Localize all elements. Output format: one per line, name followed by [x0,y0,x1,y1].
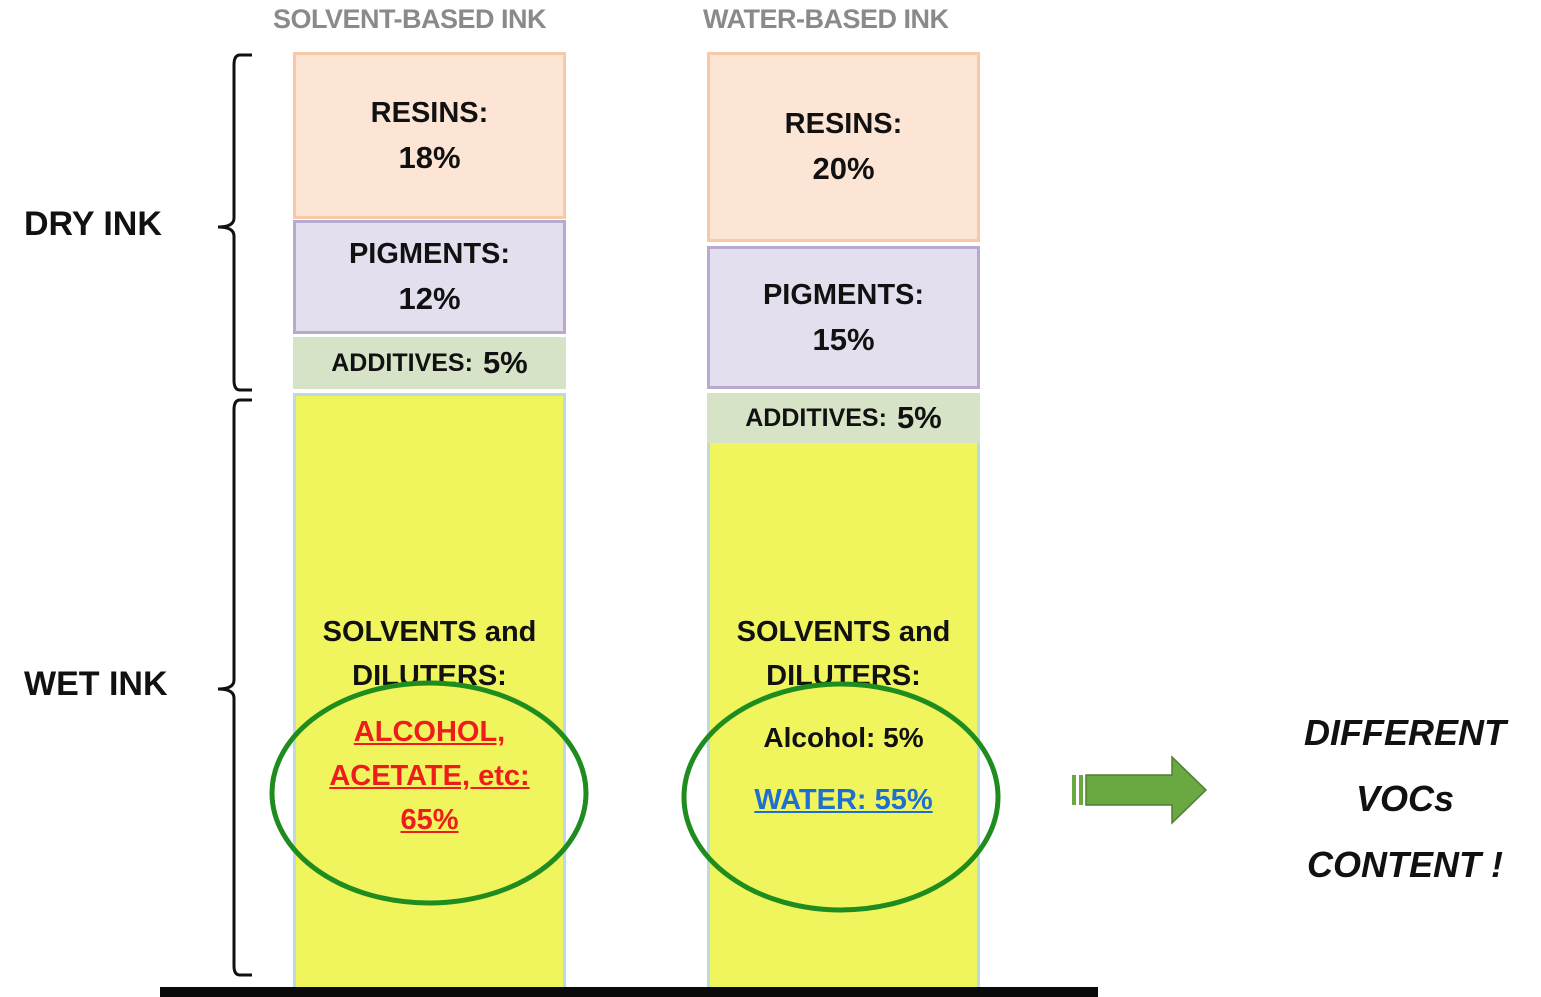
water-additives-block: ADDITIVES: 5% [707,393,980,443]
conclusion-line-3: CONTENT ! [1307,844,1503,885]
solvent-wet-label-1: SOLVENTS and [322,616,537,648]
solvent-column-title: SOLVENT-BASED INK [273,4,547,34]
solvent-pigments-block: PIGMENTS: 12% [293,220,566,334]
bracket-lines [217,53,252,977]
solvent-pigments-label: PIGMENTS: [348,238,511,270]
wet-ink-label: WET INK [24,665,168,703]
water-resins-label: RESINS: [784,108,903,140]
water-percent-text: WATER: 55% [754,784,933,816]
water-alcohol-text: Alcohol: 5% [763,722,924,753]
dry-ink-label: DRY INK [24,205,162,243]
water-highlight-circle [681,681,1001,913]
water-pigments-value: 15% [812,321,875,357]
wet-ink-brace [217,398,252,977]
solvent-highlight-circle [269,680,589,906]
right-arrow-icon [1072,755,1208,825]
solvent-resins-block: RESINS: 18% [293,52,566,219]
solvent-acetate-text: ACETATE, etc: [329,760,530,792]
water-resins-block: RESINS: 20% [707,52,980,242]
solvent-resins-label: RESINS: [370,96,489,129]
water-wet-label-2: DILUTERS: [766,660,921,692]
water-wet-block: SOLVENTS and DILUTERS: Alcohol: 5% WATER… [707,443,980,987]
water-resins-value: 20% [812,151,875,186]
conclusion-text: DIFFERENT VOCs CONTENT ! [1255,700,1541,898]
solvent-additives-label: ADDITIVES: [331,348,473,377]
water-wet-label-1: SOLVENTS and [736,616,951,648]
solvent-pigments-value: 12% [398,281,461,316]
water-additives-label: ADDITIVES: [745,403,887,432]
solvent-percent-text: 65% [400,804,459,836]
dry-ink-brace [217,53,252,392]
solvent-alcohol-text: ALCOHOL, [353,716,506,748]
conclusion-line-1: DIFFERENT [1304,712,1506,753]
water-pigments-label: PIGMENTS: [762,278,925,311]
conclusion-line-2: VOCs [1355,778,1455,819]
water-column-title: WATER-BASED INK [703,4,949,34]
baseline-bar [160,987,1098,997]
solvent-additives-block: ADDITIVES: 5% [293,337,566,389]
solvent-additives-value: 5% [482,345,528,380]
solvent-wet-block: SOLVENTS and DILUTERS: ALCOHOL, ACETATE,… [293,393,566,987]
water-pigments-block: PIGMENTS: 15% [707,246,980,389]
water-additives-value: 5% [896,400,942,435]
solvent-resins-value: 18% [398,139,461,175]
